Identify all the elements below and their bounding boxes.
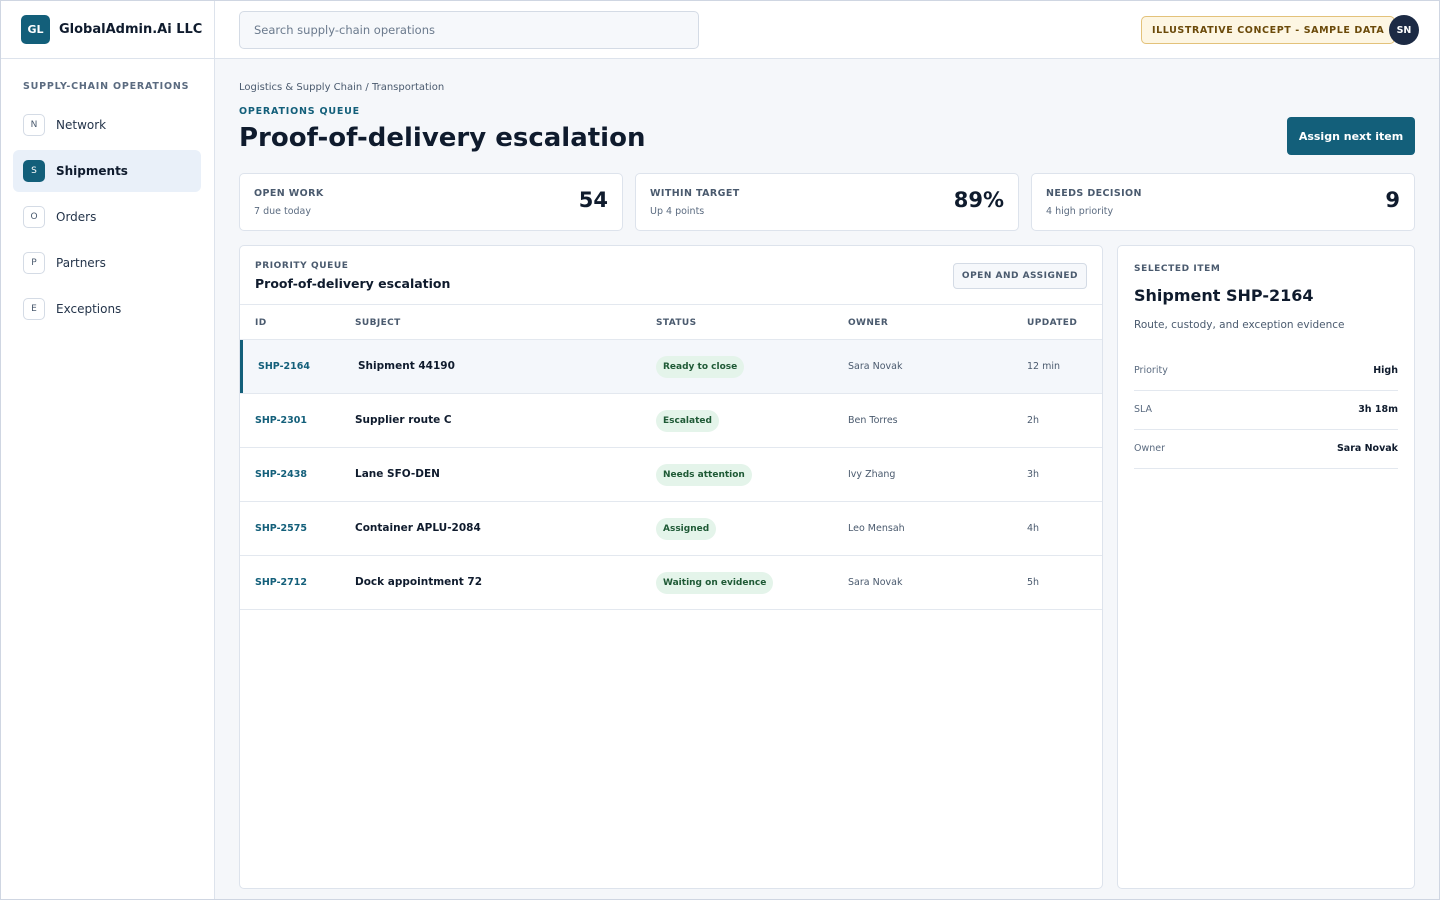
status-badge: Needs attention [656, 464, 752, 486]
metric-sub: 7 due today [254, 206, 311, 217]
sidebar-item-network[interactable]: N Network [13, 104, 201, 146]
network-icon: N [23, 114, 45, 136]
orders-icon: O [23, 206, 45, 228]
sidebar-item-orders[interactable]: O Orders [13, 196, 201, 238]
page-eyebrow: OPERATIONS QUEUE [239, 106, 360, 117]
row-owner: Sara Novak [848, 577, 903, 588]
details-field-priority: Priority High [1134, 352, 1398, 391]
metric-label: NEEDS DECISION [1046, 188, 1142, 199]
assign-next-item-button[interactable]: Assign next item [1287, 117, 1415, 155]
table-row[interactable]: SHP-2712 Dock appointment 72 Waiting on … [240, 556, 1102, 610]
sidebar-item-label: Network [56, 118, 107, 132]
table-row[interactable]: SHP-2301 Supplier route C Escalated Ben … [240, 394, 1102, 448]
row-updated: 3h [1027, 469, 1040, 480]
search-input[interactable] [239, 11, 699, 49]
row-subject: Container APLU-2084 [355, 522, 481, 534]
column-header-status[interactable]: STATUS [656, 318, 697, 328]
sidebar-item-shipments[interactable]: S Shipments [13, 150, 201, 192]
shipments-icon: S [23, 160, 45, 182]
column-header-subject[interactable]: SUBJECT [355, 318, 401, 328]
metric-sub: 4 high priority [1046, 206, 1114, 217]
field-value: 3h 18m [1358, 404, 1398, 415]
row-updated: 5h [1027, 577, 1040, 588]
metric-label: WITHIN TARGET [650, 188, 740, 199]
selected-item-panel: SELECTED ITEM Shipment SHP-2164 Route, c… [1117, 245, 1415, 889]
metric-card-needs-decision: NEEDS DECISION 4 high priority 9 [1031, 173, 1415, 231]
metric-card-open-work: OPEN WORK 7 due today 54 [239, 173, 623, 231]
field-value: Sara Novak [1336, 443, 1398, 454]
status-badge: Escalated [656, 410, 719, 432]
row-subject: Lane SFO-DEN [355, 468, 440, 480]
status-badge: Ready to close [656, 356, 745, 378]
row-id[interactable]: SHP-2164 [258, 361, 310, 372]
partners-icon: P [23, 252, 45, 274]
details-eyebrow: SELECTED ITEM [1134, 264, 1221, 274]
queue-filter-button[interactable]: OPEN AND ASSIGNED [952, 263, 1087, 289]
field-value: High [1373, 365, 1398, 376]
queue-rows: SHP-2164 Shipment 44190 Ready to close S… [240, 340, 1102, 610]
topbar: ILLUSTRATIVE CONCEPT - SAMPLE DATA SN [215, 0, 1440, 59]
sample-data-badge: ILLUSTRATIVE CONCEPT - SAMPLE DATA [1141, 16, 1396, 44]
table-row[interactable]: SHP-2575 Container APLU-2084 Assigned Le… [240, 502, 1102, 556]
metric-label: OPEN WORK [254, 188, 324, 199]
nav-heading: SUPPLY-CHAIN OPERATIONS [23, 81, 190, 92]
details-title: Shipment SHP-2164 [1134, 286, 1314, 305]
sidebar-item-label: Shipments [56, 164, 128, 178]
table-row[interactable]: SHP-2164 Shipment 44190 Ready to close S… [240, 340, 1102, 394]
column-header-id[interactable]: ID [255, 318, 267, 328]
exceptions-icon: E [23, 298, 45, 320]
row-subject: Shipment 44190 [358, 360, 455, 372]
row-owner: Leo Mensah [848, 523, 905, 534]
field-key: Priority [1134, 365, 1168, 376]
brand-name: GlobalAdmin.Ai LLC [59, 21, 203, 37]
sidebar: GL GlobalAdmin.Ai LLC SUPPLY-CHAIN OPERA… [0, 0, 215, 900]
metric-sub: Up 4 points [650, 206, 705, 217]
field-key: SLA [1134, 404, 1153, 415]
row-updated: 2h [1027, 415, 1040, 426]
row-subject: Dock appointment 72 [355, 576, 483, 588]
sidebar-nav: N Network S Shipments O Orders P Partner… [0, 104, 214, 330]
metric-value: 89% [953, 188, 1004, 212]
field-key: Owner [1134, 443, 1166, 454]
row-id[interactable]: SHP-2712 [255, 577, 307, 588]
details-field-sla: SLA 3h 18m [1134, 391, 1398, 430]
row-id[interactable]: SHP-2301 [255, 415, 307, 426]
queue-eyebrow: PRIORITY QUEUE [255, 261, 349, 271]
column-header-owner[interactable]: OWNER [848, 318, 889, 328]
row-id[interactable]: SHP-2438 [255, 469, 307, 480]
sidebar-item-partners[interactable]: P Partners [13, 242, 201, 284]
brand[interactable]: GL GlobalAdmin.Ai LLC [0, 0, 214, 59]
row-updated: 12 min [1027, 361, 1061, 372]
row-owner: Sara Novak [848, 361, 903, 372]
sidebar-item-label: Partners [56, 256, 106, 270]
row-owner: Ivy Zhang [848, 469, 896, 480]
row-owner: Ben Torres [848, 415, 898, 426]
status-badge: Assigned [656, 518, 717, 540]
row-id[interactable]: SHP-2575 [255, 523, 307, 534]
table-header: ID SUBJECT STATUS OWNER UPDATED [240, 304, 1102, 340]
brand-logo: GL [21, 14, 50, 44]
metric-value: 9 [1385, 188, 1400, 212]
breadcrumb: Logistics & Supply Chain / Transportatio… [239, 82, 445, 93]
row-updated: 4h [1027, 523, 1040, 534]
sidebar-item-label: Exceptions [56, 302, 122, 316]
table-row[interactable]: SHP-2438 Lane SFO-DEN Needs attention Iv… [240, 448, 1102, 502]
avatar[interactable]: SN [1389, 15, 1419, 45]
sidebar-item-label: Orders [56, 210, 97, 224]
page-title: Proof-of-delivery escalation [239, 123, 646, 153]
details-description: Route, custody, and exception evidence [1134, 319, 1345, 331]
priority-queue-panel: PRIORITY QUEUE Proof-of-delivery escalat… [239, 245, 1103, 889]
metric-value: 54 [578, 188, 608, 212]
status-badge: Waiting on evidence [656, 572, 774, 594]
column-header-updated[interactable]: UPDATED [1027, 318, 1078, 328]
details-field-owner: Owner Sara Novak [1134, 430, 1398, 469]
sidebar-item-exceptions[interactable]: E Exceptions [13, 288, 201, 330]
metric-card-within-target: WITHIN TARGET Up 4 points 89% [635, 173, 1019, 231]
row-subject: Supplier route C [355, 414, 452, 426]
queue-title: Proof-of-delivery escalation [255, 276, 451, 291]
